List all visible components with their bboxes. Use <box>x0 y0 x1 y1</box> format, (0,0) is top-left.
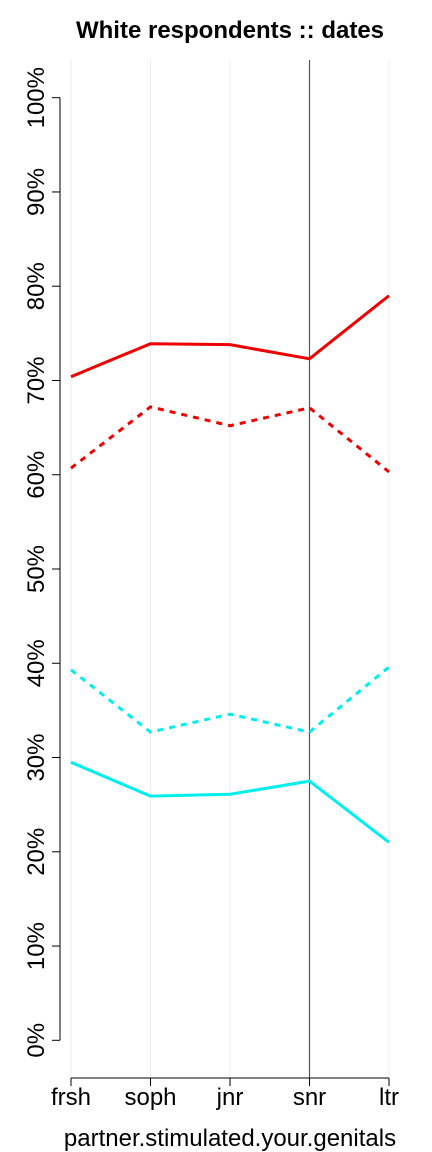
y-tick-label: 50% <box>23 545 50 593</box>
y-tick-label: 70% <box>23 356 50 404</box>
y-tick-label: 100% <box>23 67 50 128</box>
y-tick-label: 10% <box>23 922 50 970</box>
y-tick-label: 20% <box>23 828 50 876</box>
series-line <box>70 405 390 474</box>
x-axis-title: partner.stimulated.your.genitals <box>64 1125 396 1152</box>
series-line <box>70 760 390 844</box>
x-tick-label: snr <box>293 1084 326 1111</box>
y-tick-label: 40% <box>23 639 50 687</box>
x-tick-label: jnr <box>216 1084 244 1111</box>
y-tick-label: 30% <box>23 733 50 781</box>
series-line <box>70 294 390 379</box>
chart-title: White respondents :: dates <box>76 17 384 44</box>
y-tick-label: 90% <box>23 168 50 216</box>
x-tick-label: soph <box>124 1084 176 1111</box>
y-tick-label: 0% <box>23 1023 50 1058</box>
x-tick-label: ltr <box>379 1084 399 1111</box>
x-tick-label: frsh <box>51 1084 91 1111</box>
series-line <box>70 665 390 734</box>
y-tick-label: 80% <box>23 262 50 310</box>
y-tick-label: 60% <box>23 451 50 499</box>
